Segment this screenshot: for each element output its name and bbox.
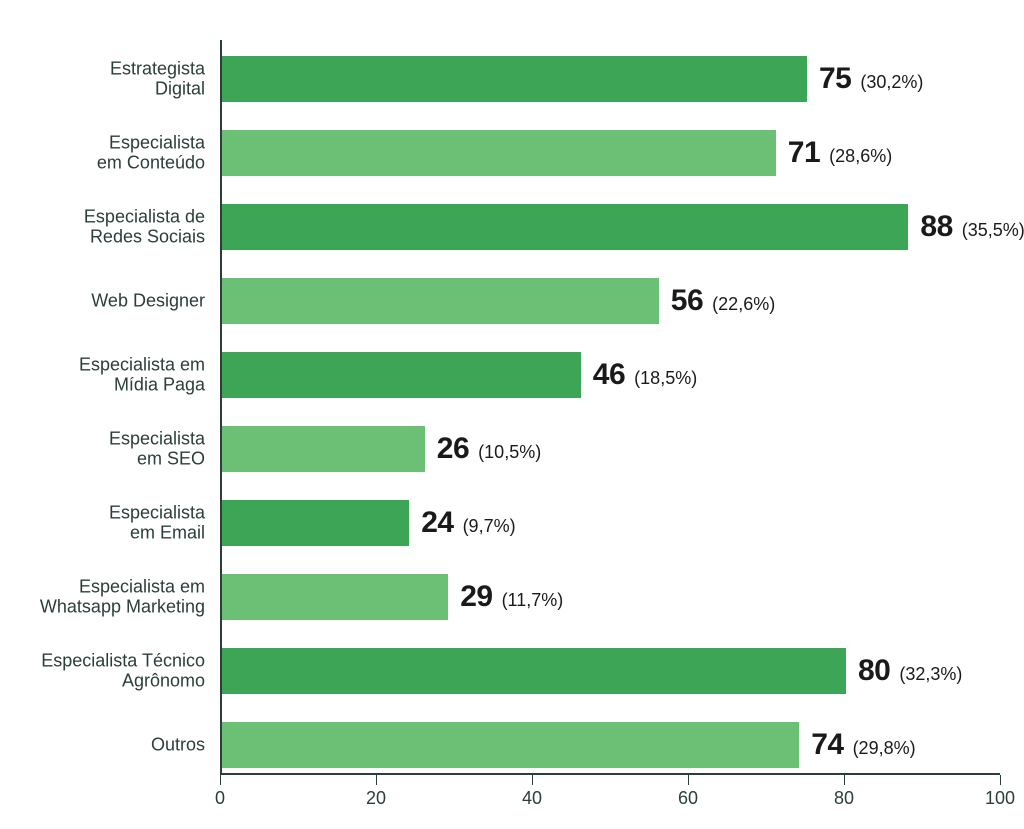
horizontal-bar-chart: 0 20 40 60 80 100 Estrategista Digital 75 (30,… [0,0,1024,829]
value-number: 26 [437,432,469,465]
x-tick [376,775,377,785]
bar [222,648,846,694]
value-percent: (22,6%) [707,294,775,314]
chart-row: Outros 74 (29,8%) [0,720,1024,770]
value-number: 88 [920,210,952,243]
value-label: 80 (32,3%) [858,654,962,688]
x-tick [844,775,845,785]
value-percent: (32,3%) [894,664,962,684]
x-tick [1000,775,1001,785]
chart-row: Especialista Técnico Agrônomo 80 (32,3%) [0,646,1024,696]
value-percent: (18,5%) [629,368,697,388]
value-percent: (28,6%) [824,146,892,166]
category-label: Especialista em Whatsapp Marketing [0,576,205,617]
x-tick [688,775,689,785]
bar [222,204,908,250]
x-tick [220,775,221,785]
value-label: 29 (11,7%) [460,580,563,614]
value-label: 46 (18,5%) [593,358,697,392]
value-label: 56 (22,6%) [671,284,775,318]
value-number: 80 [858,654,890,687]
category-label: Especialista em Email [0,502,205,543]
value-number: 46 [593,358,625,391]
category-label: Especialista Técnico Agrônomo [0,650,205,691]
value-label: 26 (10,5%) [437,432,541,466]
category-label: Estrategista Digital [0,58,205,99]
value-percent: (35,5%) [957,220,1024,240]
category-label: Especialista em Mídia Paga [0,354,205,395]
category-label: Especialista em Conteúdo [0,132,205,173]
chart-row: Especialista em Mídia Paga 46 (18,5%) [0,350,1024,400]
category-label: Especialista de Redes Sociais [0,206,205,247]
value-number: 24 [421,506,453,539]
chart-row: Especialista em Conteúdo 71 (28,6%) [0,128,1024,178]
value-percent: (11,7%) [497,590,564,610]
bar [222,500,409,546]
chart-row: Web Designer 56 (22,6%) [0,276,1024,326]
value-number: 29 [460,580,492,613]
x-axis-label: 20 [366,788,386,809]
bar [222,278,659,324]
x-axis-labels: 020406080100 [220,788,1000,818]
value-percent: (9,7%) [458,516,516,536]
x-axis-label: 40 [522,788,542,809]
x-axis-label: 100 [985,788,1015,809]
value-label: 88 (35,5%) [920,210,1024,244]
bar [222,574,448,620]
x-tick [532,775,533,785]
value-number: 71 [788,136,820,169]
value-number: 56 [671,284,703,317]
value-number: 75 [819,62,851,95]
value-percent: (10,5%) [473,442,541,462]
category-label: Web Designer [0,290,205,311]
value-label: 24 (9,7%) [421,506,515,540]
bar [222,426,425,472]
x-axis-label: 60 [678,788,698,809]
value-percent: (29,8%) [848,738,916,758]
x-axis-label: 80 [834,788,854,809]
value-number: 74 [811,728,843,761]
x-ticks [220,775,1000,787]
bar [222,352,581,398]
chart-row: Especialista em Whatsapp Marketing 29 (11… [0,572,1024,622]
x-axis-label: 0 [215,788,225,809]
value-percent: (30,2%) [855,72,923,92]
bar [222,56,807,102]
chart-row: Estrategista Digital 75 (30,2%) [0,54,1024,104]
chart-row: Especialista em Email 24 (9,7%) [0,498,1024,548]
value-label: 71 (28,6%) [788,136,892,170]
bar [222,722,799,768]
value-label: 74 (29,8%) [811,728,915,762]
category-label: Outros [0,734,205,755]
bar [222,130,776,176]
category-label: Especialista em SEO [0,428,205,469]
value-label: 75 (30,2%) [819,62,923,96]
chart-row: Especialista de Redes Sociais 88 (35,5%) [0,202,1024,252]
chart-row: Especialista em SEO 26 (10,5%) [0,424,1024,474]
